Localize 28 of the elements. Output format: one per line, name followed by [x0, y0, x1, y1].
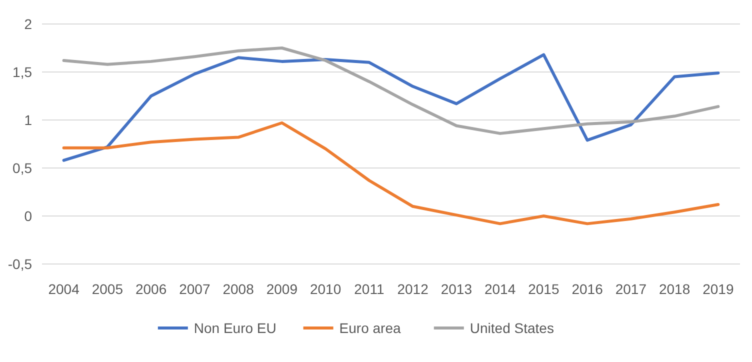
x-tick-label: 2004: [48, 281, 80, 297]
y-tick-label: 1,5: [12, 64, 32, 80]
x-tick-label: 2006: [135, 281, 167, 297]
x-tick-label: 2009: [266, 281, 298, 297]
x-tick-label: 2008: [222, 281, 254, 297]
y-tick-label: 0: [24, 208, 32, 224]
x-tick-label: 2014: [484, 281, 516, 297]
line-series: [62, 53, 720, 162]
legend-label: United States: [470, 320, 554, 336]
legend-label: Euro area: [339, 320, 401, 336]
x-tick-label: 2011: [354, 281, 384, 297]
legend-label: Non Euro EU: [194, 320, 276, 336]
x-tick-label: 2018: [658, 281, 690, 297]
x-tick-label: 2017: [615, 281, 647, 297]
x-tick-label: 2019: [702, 281, 734, 297]
x-tick-label: 2012: [397, 281, 429, 297]
y-tick-label: -0,5: [8, 256, 32, 272]
y-tick-label: 2: [24, 16, 32, 32]
x-tick-label: 2015: [528, 281, 560, 297]
line-series: [62, 46, 720, 135]
x-tick-label: 2013: [440, 281, 472, 297]
y-tick-label: 1: [24, 112, 32, 128]
y-tick-label: 0,5: [12, 160, 32, 176]
x-tick-label: 2005: [92, 281, 124, 297]
line-series: [62, 121, 720, 226]
x-tick-label: 2016: [572, 281, 604, 297]
x-tick-label: 2007: [179, 281, 210, 297]
x-tick-label: 2010: [310, 281, 342, 297]
